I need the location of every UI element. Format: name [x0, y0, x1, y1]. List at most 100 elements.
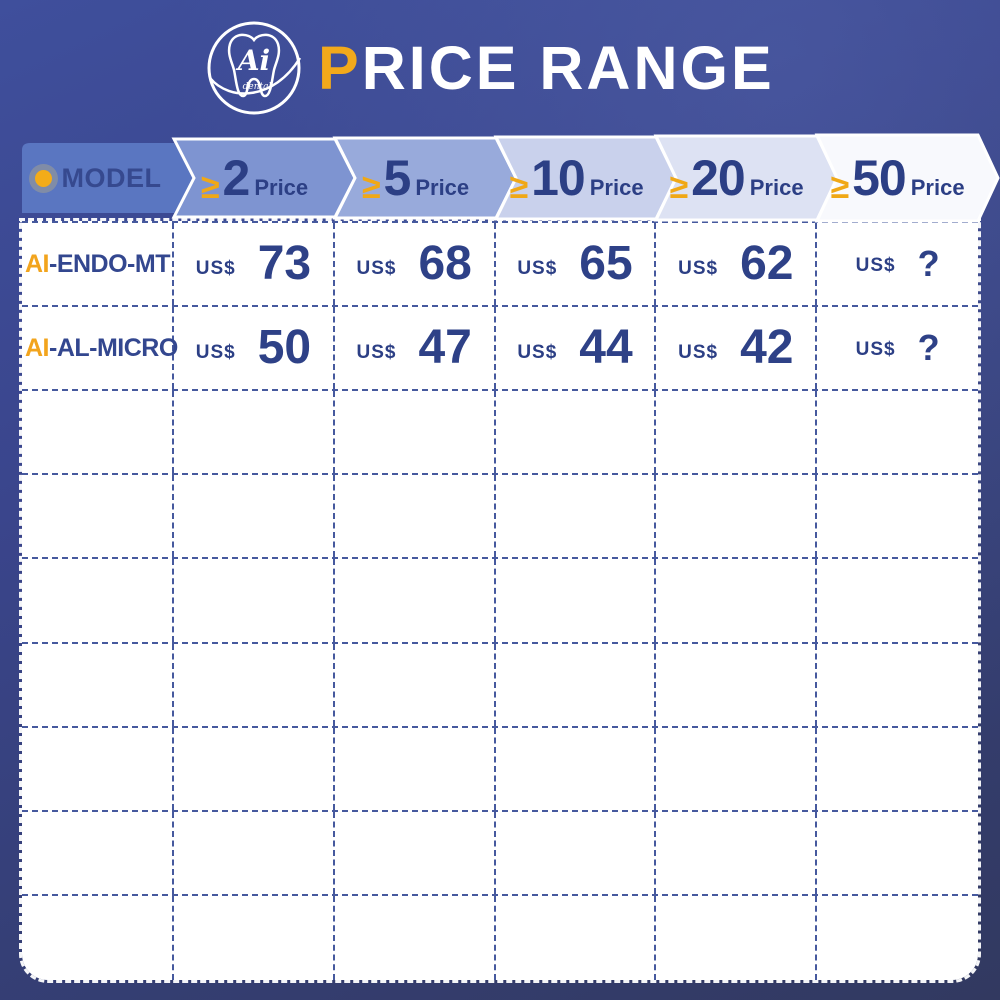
tier-label: ≥ 10 Price: [509, 149, 643, 206]
empty-row: [22, 475, 978, 560]
price: US$ 65: [517, 240, 632, 288]
currency-label: US$: [356, 258, 397, 280]
empty-cell: [174, 895, 335, 980]
logo-name: Ai: [235, 44, 270, 77]
currency-label: US$: [195, 342, 236, 364]
empty-row: [22, 811, 978, 896]
model-name: AI-AL-MICRO: [25, 334, 178, 363]
tooth-icon: [227, 33, 281, 98]
swoosh-icon: [209, 57, 302, 95]
gte-icon: ≥: [509, 167, 529, 206]
empty-cell: [496, 391, 657, 474]
title-accent-letter: P: [318, 34, 362, 102]
price-value: 73: [257, 237, 312, 291]
empty-cell: [22, 811, 174, 894]
currency-label: US$: [678, 258, 719, 280]
empty-cell: [22, 727, 174, 810]
model-cell: AI-ENDO-MT: [22, 223, 174, 306]
price-cell: US$ 73: [174, 223, 335, 306]
empty-cell: [817, 896, 978, 980]
empty-cell: [817, 812, 978, 894]
title-rest: RICE RANGE: [361, 34, 775, 102]
currency-label: US$: [517, 342, 558, 364]
tier-label: ≥ 5 Price: [361, 149, 469, 206]
price: US$?: [856, 246, 940, 282]
price-cell: US$ 47: [335, 307, 496, 390]
empty-cell: [496, 895, 657, 980]
empty-row: [22, 643, 978, 728]
price-cell: US$ 42: [656, 307, 818, 390]
empty-cell: [496, 811, 657, 894]
price-value: 47: [418, 321, 472, 375]
tier-qty: 10: [531, 149, 586, 206]
currency-label: US$: [855, 255, 896, 277]
empty-cell: [656, 727, 818, 810]
price: US$ 73: [196, 240, 311, 288]
empty-cell: [335, 727, 496, 810]
empty-cell: [656, 895, 818, 980]
empty-cell: [174, 391, 335, 474]
page-title: PRICE RANGE: [318, 18, 775, 118]
empty-cell: [496, 727, 657, 810]
bullet-dot-icon: [34, 169, 52, 187]
empty-cell: [22, 895, 174, 980]
price: US$ 62: [678, 240, 793, 288]
tier-qty: 20: [691, 149, 746, 206]
tier-suffix: Price: [910, 174, 965, 200]
tier-label: ≥ 2 Price: [201, 153, 309, 206]
currency-label: US$: [195, 258, 236, 280]
empty-cell: [335, 475, 496, 558]
price: US$ 42: [678, 324, 793, 372]
price-cell: US$ 65: [496, 223, 657, 306]
tier-suffix: Price: [254, 174, 309, 200]
empty-row: [22, 895, 978, 980]
empty-cell: [174, 811, 335, 894]
header-tier-5: ≥ 5 Price: [335, 135, 496, 221]
brand-banner: Ai dental PRICE RANGE: [204, 16, 775, 120]
currency-label: US$: [517, 258, 558, 280]
tier-suffix: Price: [749, 174, 804, 200]
price-cell: US$?: [817, 307, 978, 389]
empty-row: [22, 559, 978, 644]
empty-cell: [817, 644, 978, 726]
empty-cell: [174, 643, 335, 726]
price-value: 65: [579, 237, 633, 291]
tier-50-chevron: [814, 133, 1000, 223]
price-value: ?: [917, 243, 940, 285]
header-tier-50: ≥ 50 Price: [817, 135, 978, 221]
empty-cell: [817, 728, 978, 810]
empty-cell: [817, 559, 978, 641]
empty-cell: [656, 475, 818, 558]
gte-icon: ≥: [361, 167, 381, 206]
tier-qty: 5: [383, 149, 412, 206]
model-chevron: [22, 143, 194, 213]
empty-cell: [335, 559, 496, 642]
table-body: AI-ENDO-MT US$ 73 US$ 68 US$ 65 US$ 62 US$? …: [19, 218, 981, 983]
model-cell: AI-AL-MICRO: [22, 307, 178, 390]
price: US$ 44: [517, 324, 632, 372]
empty-row: [22, 391, 978, 476]
price-value: 42: [740, 321, 794, 375]
empty-cell: [22, 391, 174, 474]
tier-label: ≥ 50 Price: [830, 153, 965, 206]
empty-cell: [22, 559, 174, 642]
table-row: AI-ENDO-MT US$ 73 US$ 68 US$ 65 US$ 62 US$?: [22, 223, 978, 308]
header-tier-2: ≥ 2 Price: [174, 135, 335, 221]
price: US$ 47: [357, 324, 472, 372]
empty-cell: [496, 475, 657, 558]
empty-row: [22, 727, 978, 812]
model-name-rest: -AL-MICRO: [49, 333, 178, 362]
price-cell: US$ 50: [174, 307, 335, 390]
empty-cell: [174, 559, 335, 642]
model-name-accent: AI: [25, 249, 50, 278]
empty-cell: [496, 643, 657, 726]
logo-subtitle: dental: [243, 82, 272, 92]
header-model: MODEL: [22, 135, 174, 221]
empty-cell: [335, 391, 496, 474]
model-name-rest: -ENDO-MT: [49, 249, 170, 278]
table-header: MODEL ≥ 2 Price ≥ 5 Price ≥ 10: [22, 133, 1000, 223]
dental-logo-icon: Ai dental: [207, 21, 302, 115]
gte-icon: ≥: [669, 167, 689, 206]
gte-icon: ≥: [830, 167, 850, 206]
price-cell: US$ 62: [656, 223, 818, 306]
